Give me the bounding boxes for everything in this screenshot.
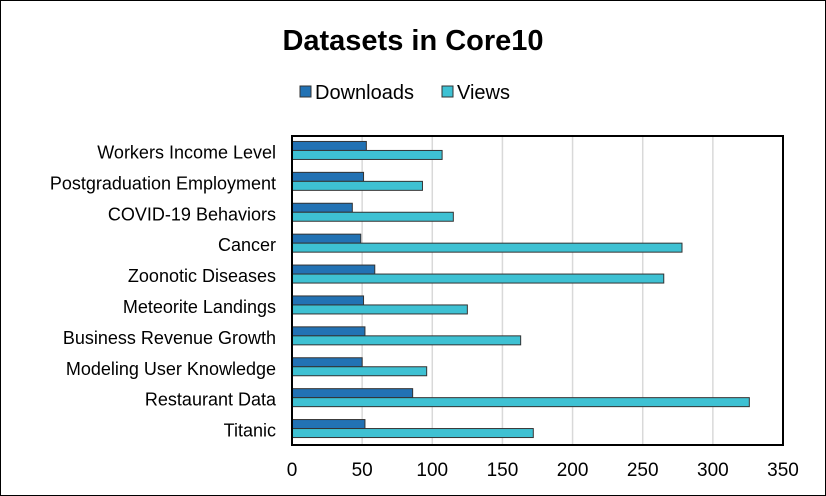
bar-views [291, 273, 665, 284]
plot-area [291, 135, 784, 446]
x-tick-label: 0 [287, 460, 298, 481]
legend-swatch-views [441, 85, 454, 98]
x-tick-label: 50 [352, 460, 373, 481]
x-tick-label: 100 [416, 460, 448, 481]
x-tick-labels: 0 50 100 150 200 250 300 350 [287, 460, 799, 481]
legend: Downloads Views [299, 82, 510, 104]
legend-swatch-downloads [299, 85, 312, 98]
bar-downloads [291, 357, 363, 368]
category-label: Zoonotic Diseases [128, 266, 276, 286]
category-label: Postgraduation Employment [50, 173, 276, 193]
bar-views [291, 428, 534, 439]
bar-views [291, 366, 428, 377]
bar-downloads [291, 326, 366, 337]
bar-downloads [291, 233, 362, 244]
bar-views [291, 149, 443, 160]
bar-downloads [291, 264, 376, 275]
category-labels: Workers Income Level Postgraduation Emplo… [50, 142, 277, 440]
bar-downloads [291, 202, 353, 213]
bar-views [291, 304, 468, 315]
chart-title: Datasets in Core10 [282, 25, 543, 57]
category-label: Business Revenue Growth [63, 328, 276, 348]
x-tick-label: 150 [487, 460, 519, 481]
x-tick-label: 250 [627, 460, 659, 481]
x-tick-label: 200 [557, 460, 589, 481]
x-tick-label: 350 [767, 460, 799, 481]
category-label: Restaurant Data [145, 390, 277, 410]
bar-downloads [291, 295, 365, 306]
bar-views [291, 242, 683, 253]
legend-label: Views [457, 82, 510, 104]
bar-views [291, 211, 454, 222]
bar-downloads [291, 419, 366, 430]
category-label: Meteorite Landings [123, 297, 276, 317]
bar-downloads [291, 388, 414, 399]
category-label: Modeling User Knowledge [66, 359, 276, 379]
bar-downloads [291, 140, 367, 151]
category-label: Cancer [218, 235, 276, 255]
bar-downloads [291, 171, 365, 182]
x-tick-label: 300 [697, 460, 729, 481]
legend-label: Downloads [315, 82, 414, 104]
bar-views [291, 397, 750, 408]
category-label: COVID-19 Behaviors [108, 204, 276, 224]
category-label: Workers Income Level [97, 142, 276, 162]
bar-views [291, 180, 423, 191]
category-label: Titanic [224, 421, 276, 441]
bar-views [291, 335, 522, 346]
